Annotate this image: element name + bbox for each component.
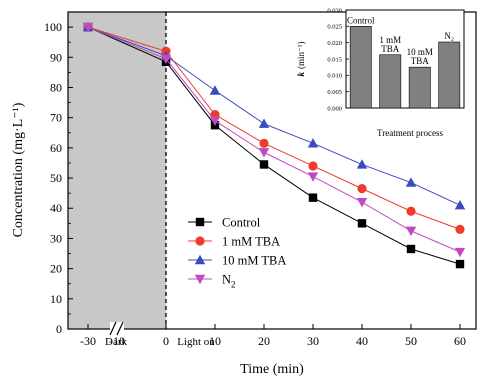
inset-category-label: 10 mM <box>407 47 433 57</box>
x-tick-label: 40 <box>356 334 368 348</box>
x-tick-label: -30 <box>80 334 96 348</box>
data-point <box>308 193 318 202</box>
dark-region-label: Dark <box>105 336 127 348</box>
x-tick-label: 20 <box>258 334 270 348</box>
legend-label: 10 mM TBA <box>222 254 286 268</box>
legend-label: N2 <box>222 273 236 290</box>
data-point <box>454 200 466 210</box>
inset-y-tick-label: 0.015 <box>327 56 342 63</box>
x-tick-label: 50 <box>405 334 417 348</box>
y-tick-label: 10 <box>50 292 62 306</box>
y-tick-label: 50 <box>50 171 62 185</box>
y-tick-label: 100 <box>44 20 62 34</box>
y-tick-label: 90 <box>50 50 62 64</box>
y-tick-label: 40 <box>50 201 62 215</box>
y-axis: 0 10 20 30 40 50 60 70 80 90 100 <box>44 20 73 336</box>
data-point <box>356 159 368 169</box>
axis-break-mark <box>109 321 124 336</box>
data-point <box>357 219 367 228</box>
data-point <box>259 160 269 169</box>
y-tick-label: 60 <box>50 141 62 155</box>
data-point <box>405 177 417 187</box>
inset-category-label: 1 mM <box>379 35 401 45</box>
data-point <box>308 161 318 171</box>
plot-frame <box>67 11 477 330</box>
data-point <box>307 138 319 148</box>
inset-y-axis: 0.000 0.005 0.010 0.015 0.020 0.025 0.030 <box>327 7 349 112</box>
data-point <box>455 259 465 269</box>
data-point <box>160 54 172 64</box>
data-point <box>357 184 367 194</box>
data-point <box>258 118 270 128</box>
inset-y-tick-label: 0.010 <box>327 73 342 80</box>
x-axis-title: Time (min) <box>240 362 304 377</box>
data-point <box>307 172 319 182</box>
inset-y-tick-label: 0.025 <box>327 24 342 31</box>
inset-bar <box>438 41 461 109</box>
series-layer <box>82 21 466 269</box>
y-tick-label: 70 <box>50 111 62 125</box>
inset-bar <box>379 54 402 109</box>
y-tick-label: 0 <box>56 322 62 336</box>
inset-category-label: TBA <box>381 44 400 54</box>
inset-bar <box>349 26 372 109</box>
y-tick-label: 30 <box>50 231 62 245</box>
x-tick-label: 30 <box>307 334 319 348</box>
dark-region <box>68 12 166 329</box>
inset-bar-chart: 0.000 0.005 0.010 0.015 0.020 0.025 0.030 Cont… <box>296 7 465 138</box>
inset-y-tick-label: 0.005 <box>327 89 342 96</box>
y-tick-label: 20 <box>50 262 62 276</box>
x-axis: -30 -10 0 10 20 30 40 50 60 <box>80 324 466 348</box>
x-tick-label: 10 <box>209 334 221 348</box>
data-point <box>209 116 221 126</box>
x-tick-label: 0 <box>163 334 169 348</box>
data-point <box>356 198 368 208</box>
inset-y-tick-label: 0.020 <box>327 40 342 47</box>
series-3 <box>82 22 466 258</box>
inset-y-tick-label: 0.000 <box>327 105 342 112</box>
legend-marker <box>194 254 206 265</box>
series-line <box>87 26 461 206</box>
data-point <box>454 247 466 258</box>
data-point <box>455 224 465 234</box>
legend-marker <box>195 236 205 246</box>
data-point <box>258 148 270 158</box>
inset-category-label: Control <box>347 15 375 25</box>
inset-category-label: TBA <box>411 56 430 66</box>
inset-x-axis-title: Treatment process <box>377 128 443 138</box>
legend-marker <box>195 217 205 227</box>
x-tick-label: 60 <box>454 334 466 348</box>
x-tick-label: -10 <box>109 334 125 348</box>
data-point <box>406 244 416 254</box>
inset-bar <box>408 66 431 109</box>
data-point <box>406 206 416 216</box>
data-point <box>259 138 269 148</box>
inset-category-label: N₂ <box>444 31 454 41</box>
series-line <box>87 26 461 265</box>
legend: Control 1 mM TBA 10 mM TBA N2 <box>188 216 286 290</box>
series-2 <box>82 21 466 210</box>
legend-label: 1 mM TBA <box>222 235 280 249</box>
legend-label: Control <box>222 216 261 230</box>
inset-y-tick-label: 0.030 <box>327 7 342 14</box>
y-axis-title: Concentration (mg·L⁻¹) <box>11 102 26 237</box>
data-point <box>209 85 221 95</box>
legend-marker <box>194 274 206 285</box>
series-line <box>87 26 461 253</box>
y-tick-label: 80 <box>50 80 62 94</box>
light-on-label: Light on <box>177 336 215 348</box>
inset-y-axis-title: k(min⁻¹) <box>296 42 306 77</box>
data-point <box>82 22 94 33</box>
data-point <box>405 226 417 237</box>
